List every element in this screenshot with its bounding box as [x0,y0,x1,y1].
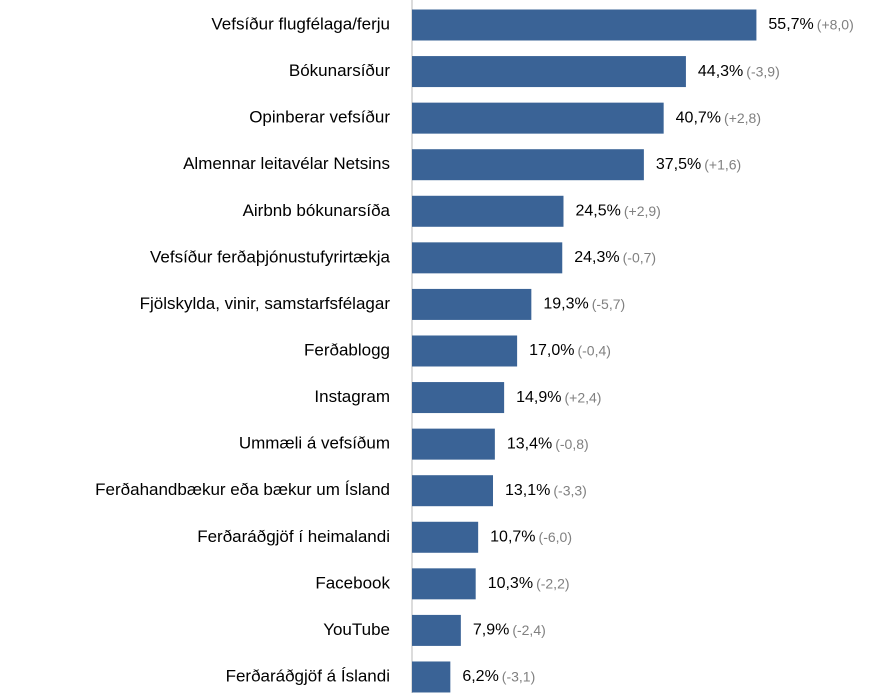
category-label: Vefsíður flugfélaga/ferju [211,14,390,33]
category-label: Bókunarsíður [289,61,390,80]
value-label: 17,0% [529,342,574,359]
category-label: Airbnb bókunarsíða [243,201,391,220]
bar [412,382,505,414]
change-label: (+8,0) [817,17,854,33]
bar [412,568,476,600]
change-label: (-2,4) [512,622,545,638]
change-label: (-2,2) [536,576,569,592]
category-label: Instagram [314,387,390,406]
bar [412,475,494,507]
value-label: 55,7% [768,16,813,33]
value-label: 24,5% [575,202,620,219]
change-label: (+2,8) [724,110,761,126]
change-label: (-3,1) [502,669,535,685]
bar [412,614,461,646]
change-label: (-0,7) [623,250,656,266]
bar [412,56,686,88]
category-label: Ummæli á vefsíðum [239,434,390,453]
change-label: (-5,7) [592,296,625,312]
bar [412,288,532,320]
change-label: (-0,8) [555,436,588,452]
value-label: 7,9% [473,622,509,639]
category-label: Opinberar vefsíður [249,108,390,127]
change-label: (+1,6) [704,156,741,172]
bar [412,521,479,553]
value-label: 10,3% [488,575,533,592]
value-label: 24,3% [574,249,619,266]
bar [412,428,495,460]
value-label: 6,2% [462,668,498,685]
change-label: (-3,9) [746,63,779,79]
category-label: Fjölskylda, vinir, samstarfsfélagar [140,294,391,313]
value-label: 10,7% [490,528,535,545]
change-label: (-6,0) [539,529,572,545]
category-label: Ferðaráðgjöf á Íslandi [226,666,390,685]
category-label: Vefsíður ferðaþjónustufyrirtækja [150,247,391,266]
category-label: Facebook [315,573,390,592]
change-label: (+2,9) [624,203,661,219]
bar [412,195,564,227]
change-label: (-0,4) [577,343,610,359]
bar [412,242,563,274]
category-label: Ferðahandbækur eða bækur um Ísland [95,480,390,499]
bar [412,661,451,693]
value-label: 14,9% [516,389,561,406]
category-label: YouTube [323,620,390,639]
change-label: (-3,3) [553,482,586,498]
value-label: 19,3% [543,296,588,313]
category-label: Ferðaráðgjöf í heimalandi [197,527,390,546]
bar [412,149,644,181]
bar [412,335,518,367]
value-label: 44,3% [698,63,743,80]
category-label: Almennar leitavélar Netsins [183,154,390,173]
bar [412,102,664,134]
change-label: (+2,4) [565,389,602,405]
bar [412,9,757,41]
category-label: Ferðablogg [304,340,390,359]
value-label: 13,1% [505,482,550,499]
value-label: 37,5% [656,156,701,173]
value-label: 40,7% [676,109,721,126]
value-label: 13,4% [507,435,552,452]
